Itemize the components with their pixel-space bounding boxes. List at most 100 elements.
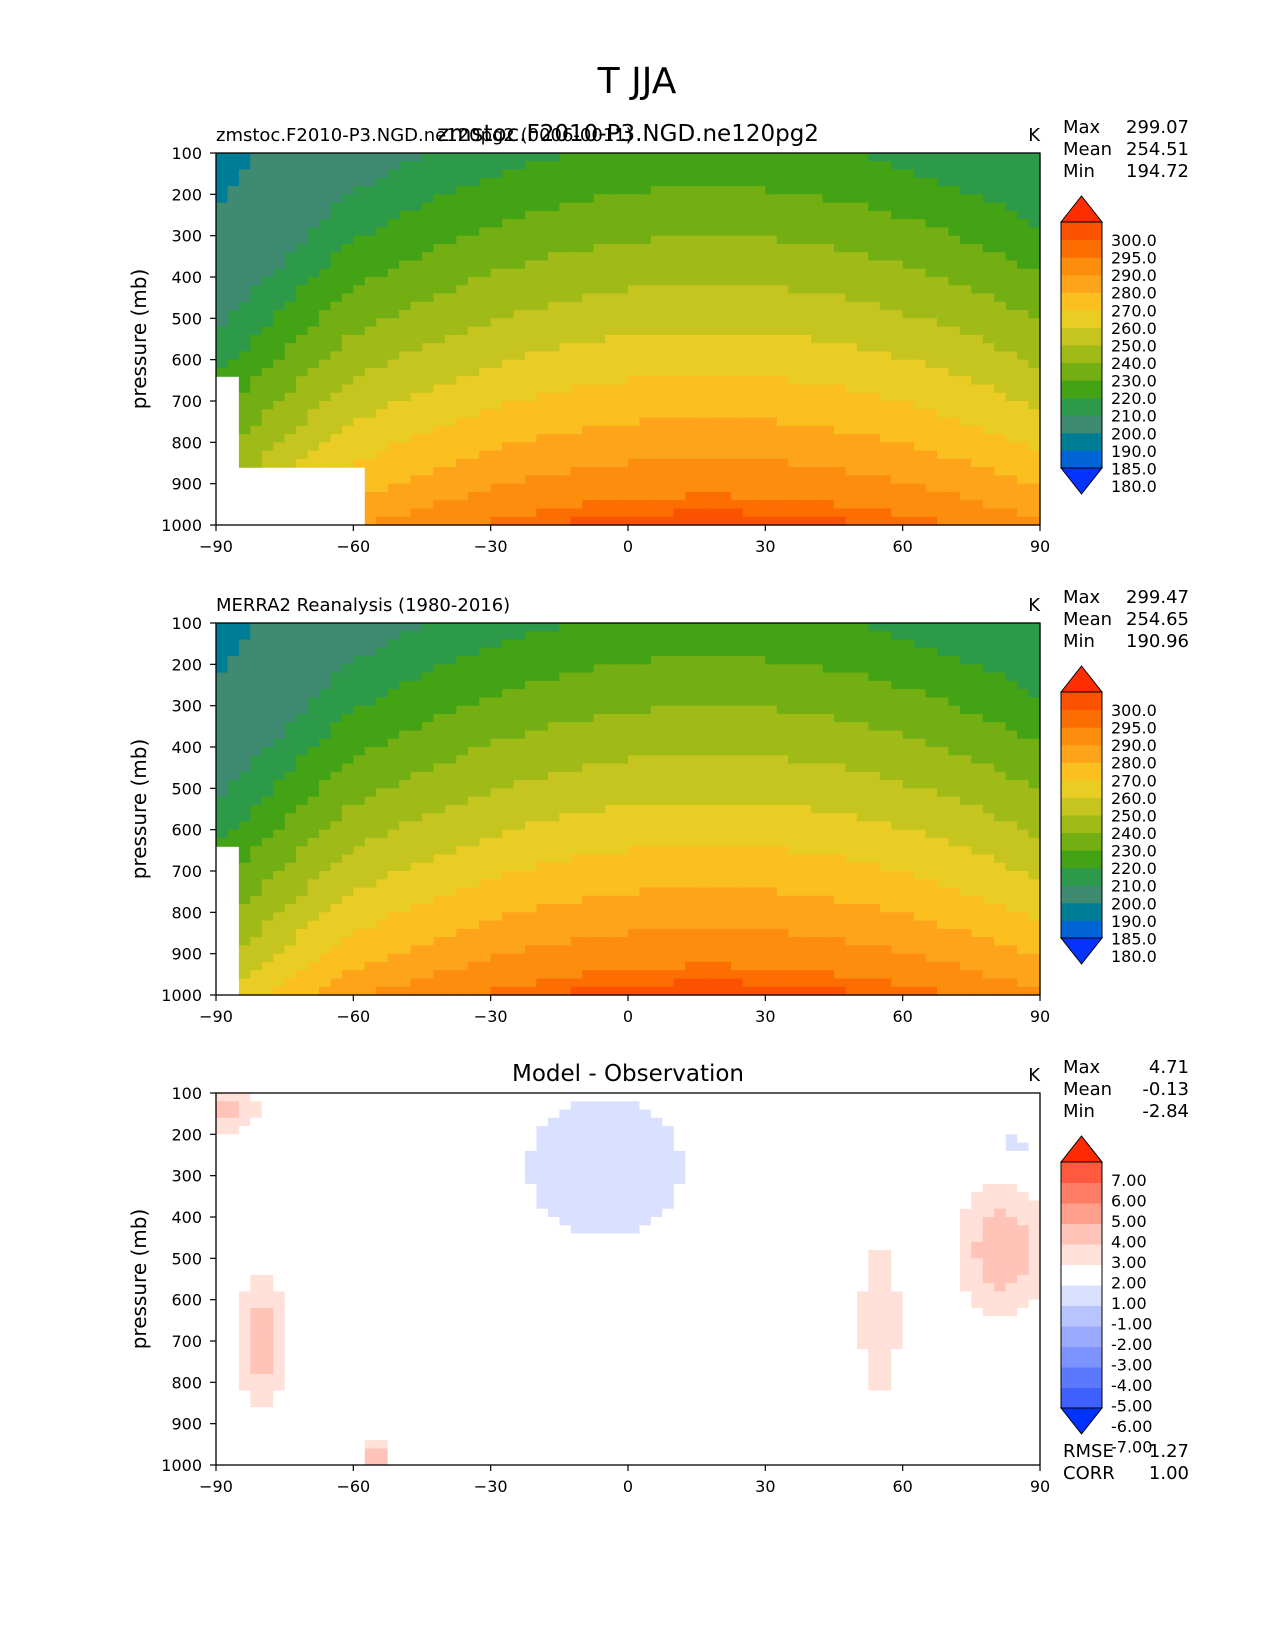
contour-cell xyxy=(319,401,332,410)
contour-cell xyxy=(536,326,549,336)
contour-cell xyxy=(811,483,824,493)
contour-cell xyxy=(433,821,446,831)
contour-cell xyxy=(971,392,984,402)
contour-cell xyxy=(845,227,858,237)
contour-cell xyxy=(696,409,709,419)
contour-cell xyxy=(902,623,915,632)
contour-cell xyxy=(685,450,698,460)
contour-cell xyxy=(753,235,766,245)
contour-cell xyxy=(845,260,858,270)
contour-cell xyxy=(513,210,526,220)
contour-cell xyxy=(536,318,549,328)
contour-cell xyxy=(650,697,663,707)
contour-cell xyxy=(1028,235,1041,245)
contour-cell xyxy=(994,516,1007,526)
contour-cell xyxy=(399,310,412,319)
contour-cell xyxy=(948,639,961,649)
contour-cell xyxy=(891,161,904,171)
contour-cell xyxy=(547,409,560,419)
contour-cell xyxy=(845,153,858,162)
contour-cell xyxy=(353,689,366,698)
contour-cell xyxy=(731,730,744,740)
contour-cell xyxy=(650,177,663,187)
contour-cell xyxy=(1005,475,1018,485)
contour-cell xyxy=(605,821,618,831)
contour-cell xyxy=(1017,367,1030,377)
contour-cell xyxy=(639,491,652,501)
contour-cell xyxy=(959,326,972,336)
contour-cell xyxy=(490,442,503,452)
contour-cell xyxy=(914,161,927,171)
contour-cell xyxy=(639,672,652,682)
contour-cell xyxy=(753,705,766,715)
contour-cell xyxy=(341,450,354,460)
contour-cell xyxy=(399,219,412,228)
contour-cell xyxy=(376,351,389,361)
contour-cell xyxy=(422,367,435,377)
contour-cell xyxy=(685,434,698,443)
contour-cell xyxy=(891,755,904,765)
contour-cell xyxy=(364,713,377,723)
contour-cell xyxy=(387,417,400,427)
contour-cell xyxy=(879,730,892,740)
contour-cell xyxy=(238,219,251,228)
contour-cell xyxy=(856,301,869,311)
contour-cell xyxy=(673,483,686,493)
contour-cell xyxy=(399,186,412,195)
contour-cell xyxy=(879,755,892,765)
contour-cell xyxy=(444,796,457,806)
contour-cell xyxy=(616,697,629,707)
contour-cell xyxy=(788,277,801,286)
contour-cell xyxy=(765,458,778,468)
contour-cell xyxy=(731,293,744,303)
contour-cell xyxy=(559,243,572,253)
contour-cell xyxy=(731,755,744,765)
contour-cell xyxy=(376,821,389,831)
contour-cell xyxy=(559,434,572,443)
contour-cell xyxy=(845,821,858,831)
contour-cell xyxy=(273,277,286,286)
contour-cell xyxy=(719,516,732,526)
contour-cell xyxy=(731,631,744,641)
contour-cell xyxy=(376,219,389,228)
contour-cell xyxy=(1017,467,1030,476)
contour-cell xyxy=(994,318,1007,328)
y-tick-label: 300 xyxy=(171,227,202,246)
contour-cell xyxy=(399,458,412,468)
contour-cell xyxy=(238,664,251,674)
contour-cell xyxy=(1017,680,1030,690)
contour-cell xyxy=(433,169,446,179)
contour-cell xyxy=(1005,343,1018,352)
contour-cell xyxy=(925,235,938,245)
contour-cell xyxy=(422,639,435,649)
contour-cell xyxy=(994,475,1007,485)
contour-cell xyxy=(891,705,904,715)
contour-cell xyxy=(525,763,538,773)
contour-cell xyxy=(238,796,251,806)
contour-cell xyxy=(387,804,400,814)
contour-cell xyxy=(593,334,606,344)
contour-cell xyxy=(708,285,721,295)
contour-cell xyxy=(1028,467,1041,476)
contour-cell xyxy=(845,210,858,220)
contour-cell xyxy=(1005,318,1018,328)
contour-cell xyxy=(708,409,721,419)
contour-cell xyxy=(387,285,400,295)
contour-cell xyxy=(788,821,801,831)
contour-cell xyxy=(662,788,675,798)
contour-cell xyxy=(559,475,572,485)
contour-cell xyxy=(982,467,995,476)
contour-cell xyxy=(513,293,526,303)
contour-cell xyxy=(273,285,286,295)
contour-cell xyxy=(662,235,675,245)
contour-cell xyxy=(925,450,938,460)
contour-cell xyxy=(971,467,984,476)
contour-cell xyxy=(628,301,641,311)
contour-cell xyxy=(1017,491,1030,501)
contour-cell xyxy=(685,623,698,632)
contour-cell xyxy=(284,384,297,394)
contour-cell xyxy=(399,384,412,394)
contour-cell xyxy=(319,458,332,468)
contour-cell xyxy=(616,161,629,171)
contour-cell xyxy=(456,639,469,649)
